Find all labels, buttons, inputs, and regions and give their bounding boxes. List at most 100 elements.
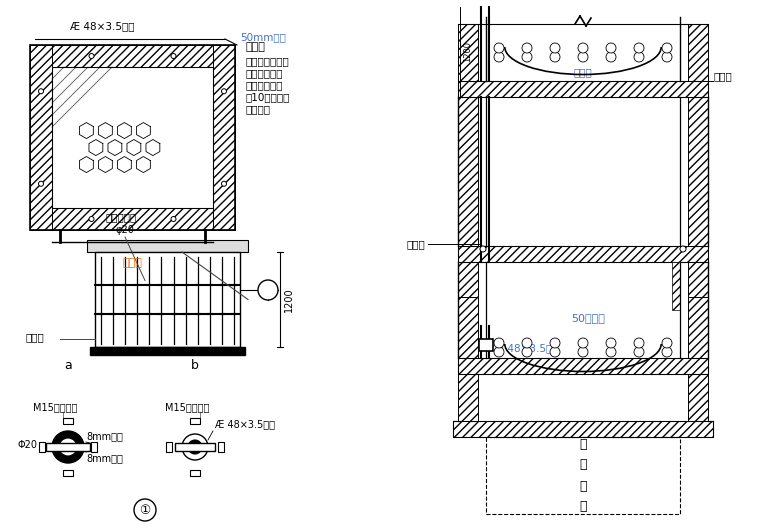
Text: 防护门: 防护门 [407, 239, 425, 249]
Circle shape [171, 217, 176, 221]
Circle shape [258, 280, 278, 300]
Circle shape [39, 89, 43, 94]
Circle shape [550, 52, 560, 62]
Text: 防护门: 防护门 [122, 258, 142, 268]
Circle shape [634, 347, 644, 357]
Circle shape [522, 347, 532, 357]
Text: 1200: 1200 [284, 287, 294, 312]
Bar [453, 421, 713, 437]
Bar [63, 418, 73, 424]
Circle shape [578, 338, 588, 348]
Circle shape [634, 43, 644, 53]
Circle shape [191, 443, 199, 451]
Bar [166, 442, 172, 452]
Text: 钒筋铁棹门: 钒筋铁棹门 [105, 212, 136, 222]
Text: 在墙上预留孔，: 在墙上预留孔， [245, 56, 289, 66]
Text: M15膨胀螺栋: M15膨胀螺栋 [165, 402, 209, 412]
Circle shape [182, 434, 208, 460]
Circle shape [39, 181, 43, 186]
Text: M15膨胀螺栋: M15膨胀螺栋 [33, 402, 78, 412]
Circle shape [59, 438, 77, 456]
Bar [688, 97, 708, 297]
Text: a: a [64, 359, 72, 372]
Bar [91, 442, 97, 452]
Circle shape [221, 89, 226, 94]
Bar [688, 24, 708, 97]
Text: Æ 48×3.5钒管: Æ 48×3.5钒管 [215, 419, 275, 429]
Bar [486, 437, 680, 514]
Circle shape [662, 338, 672, 348]
Text: Φ20: Φ20 [18, 440, 38, 450]
Circle shape [606, 43, 616, 53]
Circle shape [171, 54, 176, 59]
Text: 1200: 1200 [463, 41, 472, 62]
Text: 安全网: 安全网 [573, 67, 592, 77]
Text: Æ 48×3.5钒管: Æ 48×3.5钒管 [69, 21, 134, 31]
Bar [479, 339, 493, 351]
Circle shape [494, 52, 504, 62]
Bar [30, 45, 235, 67]
Bar [175, 443, 215, 451]
Bar [190, 470, 200, 476]
Circle shape [494, 347, 504, 357]
Bar [39, 442, 45, 452]
Bar [52, 67, 213, 208]
Bar [458, 81, 708, 97]
Circle shape [680, 246, 686, 252]
Bar [95, 252, 240, 347]
Bar [52, 67, 213, 208]
Bar [213, 45, 235, 230]
Text: 电
梯
井
坑: 电 梯 井 坑 [579, 437, 587, 513]
Bar [458, 24, 478, 97]
Bar [30, 208, 235, 230]
Text: 8mm钒板: 8mm钒板 [86, 431, 123, 441]
Bar [190, 418, 200, 424]
Bar [218, 442, 224, 452]
Text: 穿脚手架管；: 穿脚手架管； [245, 68, 283, 78]
Bar [672, 262, 680, 310]
Circle shape [134, 499, 156, 521]
Circle shape [550, 338, 560, 348]
Bar [458, 297, 478, 437]
Bar [688, 297, 708, 437]
Circle shape [578, 347, 588, 357]
Bar [90, 347, 245, 355]
Circle shape [188, 440, 202, 454]
Text: 50厚木板: 50厚木板 [571, 313, 605, 323]
Text: 8mm钒板: 8mm钒板 [86, 453, 123, 463]
Circle shape [662, 52, 672, 62]
Circle shape [578, 52, 588, 62]
Circle shape [606, 347, 616, 357]
Text: 50mm间隙: 50mm间隙 [240, 32, 286, 42]
Text: 施工层: 施工层 [713, 71, 732, 81]
Circle shape [578, 43, 588, 53]
Bar [458, 246, 708, 262]
Circle shape [494, 338, 504, 348]
Bar [458, 97, 478, 297]
Text: 踢脚板: 踢脚板 [25, 332, 44, 342]
Circle shape [606, 338, 616, 348]
Text: 于10米）设一: 于10米）设一 [245, 92, 290, 102]
Circle shape [606, 52, 616, 62]
Circle shape [550, 43, 560, 53]
Bar [46, 443, 90, 451]
Bar [30, 45, 235, 230]
Text: 说明：: 说明： [245, 42, 265, 52]
Circle shape [221, 181, 226, 186]
Circle shape [634, 52, 644, 62]
Circle shape [494, 43, 504, 53]
Text: b: b [191, 359, 199, 372]
Bar [87, 240, 248, 252]
Text: ①: ① [139, 503, 150, 517]
Circle shape [550, 347, 560, 357]
Circle shape [662, 347, 672, 357]
Circle shape [522, 43, 532, 53]
Bar [30, 45, 52, 230]
Bar [78, 113, 154, 177]
Bar [63, 470, 73, 476]
Circle shape [89, 54, 94, 59]
Text: φ20: φ20 [115, 225, 134, 235]
Circle shape [89, 217, 94, 221]
Circle shape [52, 431, 84, 463]
Text: 每二层（不大: 每二层（不大 [245, 80, 283, 90]
